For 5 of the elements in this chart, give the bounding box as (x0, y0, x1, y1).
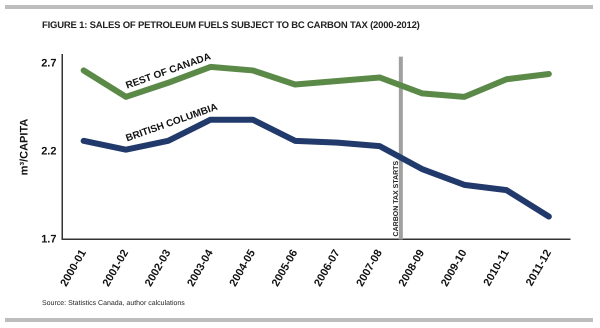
chart-title: FIGURE 1: SALES OF PETROLEUM FUELS SUBJECT TO BC CARBON TAX (2000-2012) (42, 20, 420, 31)
y-tick-label: 2.2 (41, 145, 56, 158)
y-tick-label: 2.7 (41, 57, 56, 70)
y-tick-label: 1.7 (41, 233, 56, 246)
y-axis-title: m³/CAPITA (18, 118, 31, 176)
